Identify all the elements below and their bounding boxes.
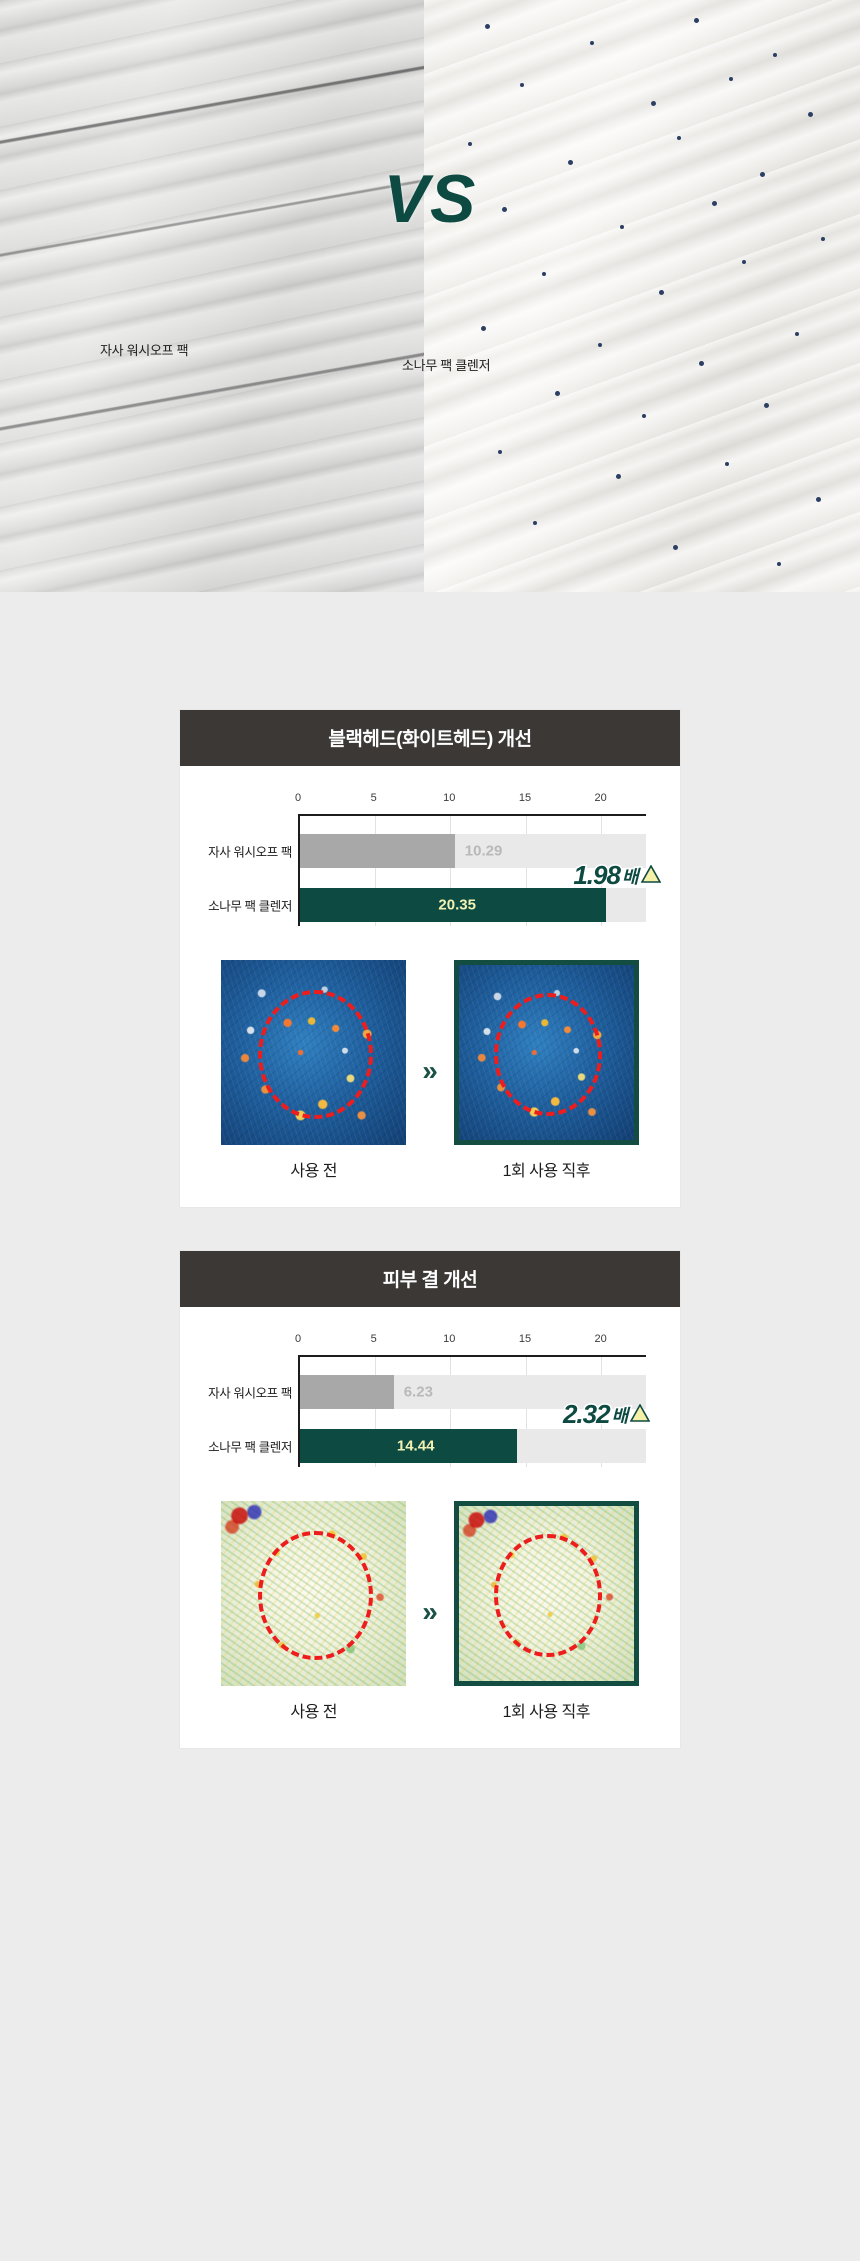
before-column: 사용 전 [221,1501,407,1722]
up-triangle-icon [629,1403,651,1426]
hero-label-left-product: 자사 워시오프 팩 [100,343,189,358]
gridline [525,1357,527,1467]
multiplier-unit: 배 [620,867,639,888]
tick-label: 20 [594,792,607,804]
tick-label: 0 [294,792,302,804]
hero-texture-left [0,0,424,592]
spacer-bottom [0,1748,860,1808]
arrow-right-icon: » [422,1595,438,1627]
before-micrograph-skin-texture [221,1501,407,1686]
photo-comparison-skin-texture: 사용 전 » 1회 사용 직후 [206,1501,654,1722]
highlight-circle [493,993,603,1116]
bar-chart-blackhead: 0 5 10 15 20 자사 워시오프 팩 1 [206,792,661,934]
bar-pine-cleanser [300,1429,518,1463]
bar-row-pine-cleanser: 소나무 팩 클렌저 14.44 [208,1429,646,1463]
arrow-right-icon: » [422,1054,438,1086]
after-micrograph-skin-texture [453,1501,639,1686]
multiplier-unit: 배 [610,1406,629,1427]
highlight-circle [258,989,373,1120]
card-body-skin-texture: 0 5 10 15 20 자사 워시오프 팩 6 [180,1307,680,1748]
bar-chart-skin-texture: 0 5 10 15 20 자사 워시오프 팩 6 [206,1333,654,1475]
multiplier-badge-skin-texture: 2.32 배 [561,1399,651,1429]
gridline [525,816,527,926]
multiplier-value: 1.98 [572,860,623,890]
after-caption: 1회 사용 직후 [502,1163,591,1180]
gridline [375,1357,377,1467]
bar-row-own-pack: 자사 워시오프 팩 10.29 [208,834,646,868]
vs-label: VS [383,161,477,237]
plot-area-blackhead: 자사 워시오프 팩 10.29 1.98 배 [208,814,661,926]
tick-label: 15 [518,792,532,804]
result-card-skin-texture: 피부 결 개선 0 5 10 15 20 자사 워시오프 [180,1251,680,1748]
photo-comparison-blackhead: 사용 전 » 1회 사용 직후 [206,960,654,1181]
hero-banner: VS 자사 워시오프 팩 소나무 팩 클렌저 [0,0,860,592]
bar-value-pine-cleanser: 20.35 [438,896,476,914]
highlight-circle [493,1534,603,1657]
bar-category-label: 소나무 팩 클렌저 [208,899,292,914]
bar-own-pack [300,1375,394,1409]
plot-area-skin-texture: 자사 워시오프 팩 6.23 2.32 배 [208,1355,651,1467]
tick-label: 5 [370,1333,377,1345]
tick-label: 10 [443,1333,456,1345]
highlight-circle [258,1530,373,1661]
bar-value-own-pack: 10.29 [464,842,503,860]
hero-texture-right [424,0,860,592]
gridline [600,1357,602,1467]
spacer-between-cards [0,1207,860,1251]
card-title-blackhead: 블랙헤드(화이트헤드) 개선 [180,710,680,766]
bar-category-label: 자사 워시오프 팩 [208,1386,292,1401]
before-column: 사용 전 [221,960,407,1181]
tick-label: 0 [294,1333,302,1345]
bar-row-pine-cleanser: 소나무 팩 클렌저 20.35 [208,888,646,922]
after-column: 1회 사용 직후 [453,960,639,1181]
hero-label-right-product: 소나무 팩 클렌저 [402,358,491,373]
gridline [600,816,602,926]
gridline [450,816,452,926]
bar-category-label: 소나무 팩 클렌저 [208,1440,292,1455]
bar-pine-cleanser [300,888,607,922]
multiplier-badge-blackhead: 1.98 배 [572,860,661,890]
result-card-blackhead: 블랙헤드(화이트헤드) 개선 0 5 10 15 20 자 [180,710,680,1207]
card-body-blackhead: 0 5 10 15 20 자사 워시오프 팩 1 [180,766,680,1207]
bar-own-pack [300,834,455,868]
before-caption: 사용 전 [290,1704,337,1721]
after-column: 1회 사용 직후 [453,1501,639,1722]
tick-label: 15 [518,1333,532,1345]
x-axis-ticks-skin-texture: 0 5 10 15 20 [294,1333,646,1355]
tick-label: 5 [370,792,377,804]
gridline [375,816,377,926]
multiplier-value: 2.32 [561,1399,612,1429]
tick-label: 20 [594,1333,607,1345]
up-triangle-icon [640,864,661,887]
tick-label: 10 [443,792,456,804]
before-caption: 사용 전 [290,1163,337,1180]
spacer-after-hero [0,592,860,710]
x-axis-ticks-blackhead: 0 5 10 15 20 [294,792,646,814]
after-micrograph-blackhead [453,960,639,1145]
bar-value-own-pack: 6.23 [403,1383,433,1401]
before-micrograph-blackhead [221,960,407,1145]
bar-value-pine-cleanser: 14.44 [396,1437,435,1455]
gridline [450,1357,452,1467]
card-title-skin-texture: 피부 결 개선 [180,1251,680,1307]
bar-row-own-pack: 자사 워시오프 팩 6.23 [208,1375,646,1409]
after-caption: 1회 사용 직후 [502,1704,591,1721]
bar-category-label: 자사 워시오프 팩 [208,845,292,860]
